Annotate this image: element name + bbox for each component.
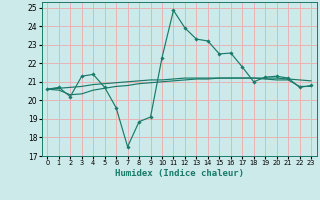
X-axis label: Humidex (Indice chaleur): Humidex (Indice chaleur)	[115, 169, 244, 178]
